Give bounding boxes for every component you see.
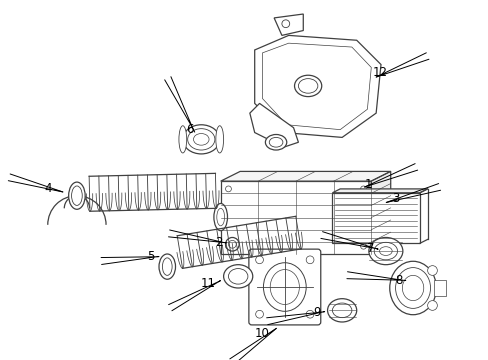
Ellipse shape — [327, 299, 356, 322]
Ellipse shape — [368, 238, 402, 265]
Ellipse shape — [215, 126, 223, 153]
Circle shape — [305, 310, 313, 318]
Ellipse shape — [402, 275, 423, 301]
Circle shape — [255, 310, 263, 318]
Polygon shape — [220, 181, 370, 254]
Polygon shape — [274, 14, 303, 35]
Polygon shape — [254, 35, 380, 138]
Circle shape — [427, 266, 436, 275]
Ellipse shape — [294, 75, 321, 96]
Polygon shape — [220, 171, 390, 181]
Ellipse shape — [187, 129, 214, 150]
Circle shape — [281, 20, 289, 28]
Circle shape — [225, 243, 231, 249]
Polygon shape — [370, 171, 390, 254]
Text: 9: 9 — [313, 306, 320, 319]
Text: 1: 1 — [364, 177, 371, 190]
Text: 12: 12 — [372, 66, 387, 79]
Circle shape — [360, 243, 366, 249]
Ellipse shape — [364, 203, 377, 231]
Text: 2: 2 — [215, 236, 222, 249]
Circle shape — [255, 256, 263, 264]
Ellipse shape — [263, 263, 305, 311]
Ellipse shape — [71, 186, 82, 206]
Bar — [332, 193, 419, 243]
Circle shape — [228, 240, 236, 248]
Ellipse shape — [193, 134, 208, 145]
Text: 8: 8 — [394, 274, 402, 287]
Text: 7: 7 — [366, 242, 373, 255]
Ellipse shape — [159, 254, 175, 279]
Ellipse shape — [366, 208, 374, 226]
Ellipse shape — [265, 135, 286, 150]
Circle shape — [360, 186, 366, 192]
Ellipse shape — [269, 138, 282, 147]
Ellipse shape — [162, 258, 172, 275]
Ellipse shape — [389, 261, 435, 315]
Ellipse shape — [183, 125, 219, 154]
Ellipse shape — [270, 270, 299, 305]
Ellipse shape — [216, 208, 224, 226]
Ellipse shape — [373, 242, 397, 260]
Ellipse shape — [332, 303, 351, 318]
Polygon shape — [332, 189, 427, 193]
Ellipse shape — [68, 182, 85, 209]
Polygon shape — [249, 103, 298, 147]
Text: 3: 3 — [391, 192, 399, 205]
Circle shape — [305, 256, 313, 264]
Circle shape — [427, 301, 436, 310]
Text: 11: 11 — [201, 276, 215, 290]
Circle shape — [225, 186, 231, 192]
Text: 4: 4 — [44, 183, 52, 195]
Circle shape — [225, 238, 239, 251]
Ellipse shape — [298, 78, 317, 93]
Ellipse shape — [213, 203, 227, 231]
Text: 10: 10 — [254, 327, 269, 340]
Bar — [433, 280, 445, 296]
FancyBboxPatch shape — [248, 249, 320, 325]
Ellipse shape — [395, 267, 429, 309]
Polygon shape — [262, 43, 370, 130]
Text: 6: 6 — [185, 123, 193, 136]
Text: 5: 5 — [147, 251, 154, 264]
Ellipse shape — [223, 265, 252, 288]
Ellipse shape — [379, 247, 391, 256]
Ellipse shape — [228, 269, 247, 284]
Ellipse shape — [179, 126, 186, 153]
